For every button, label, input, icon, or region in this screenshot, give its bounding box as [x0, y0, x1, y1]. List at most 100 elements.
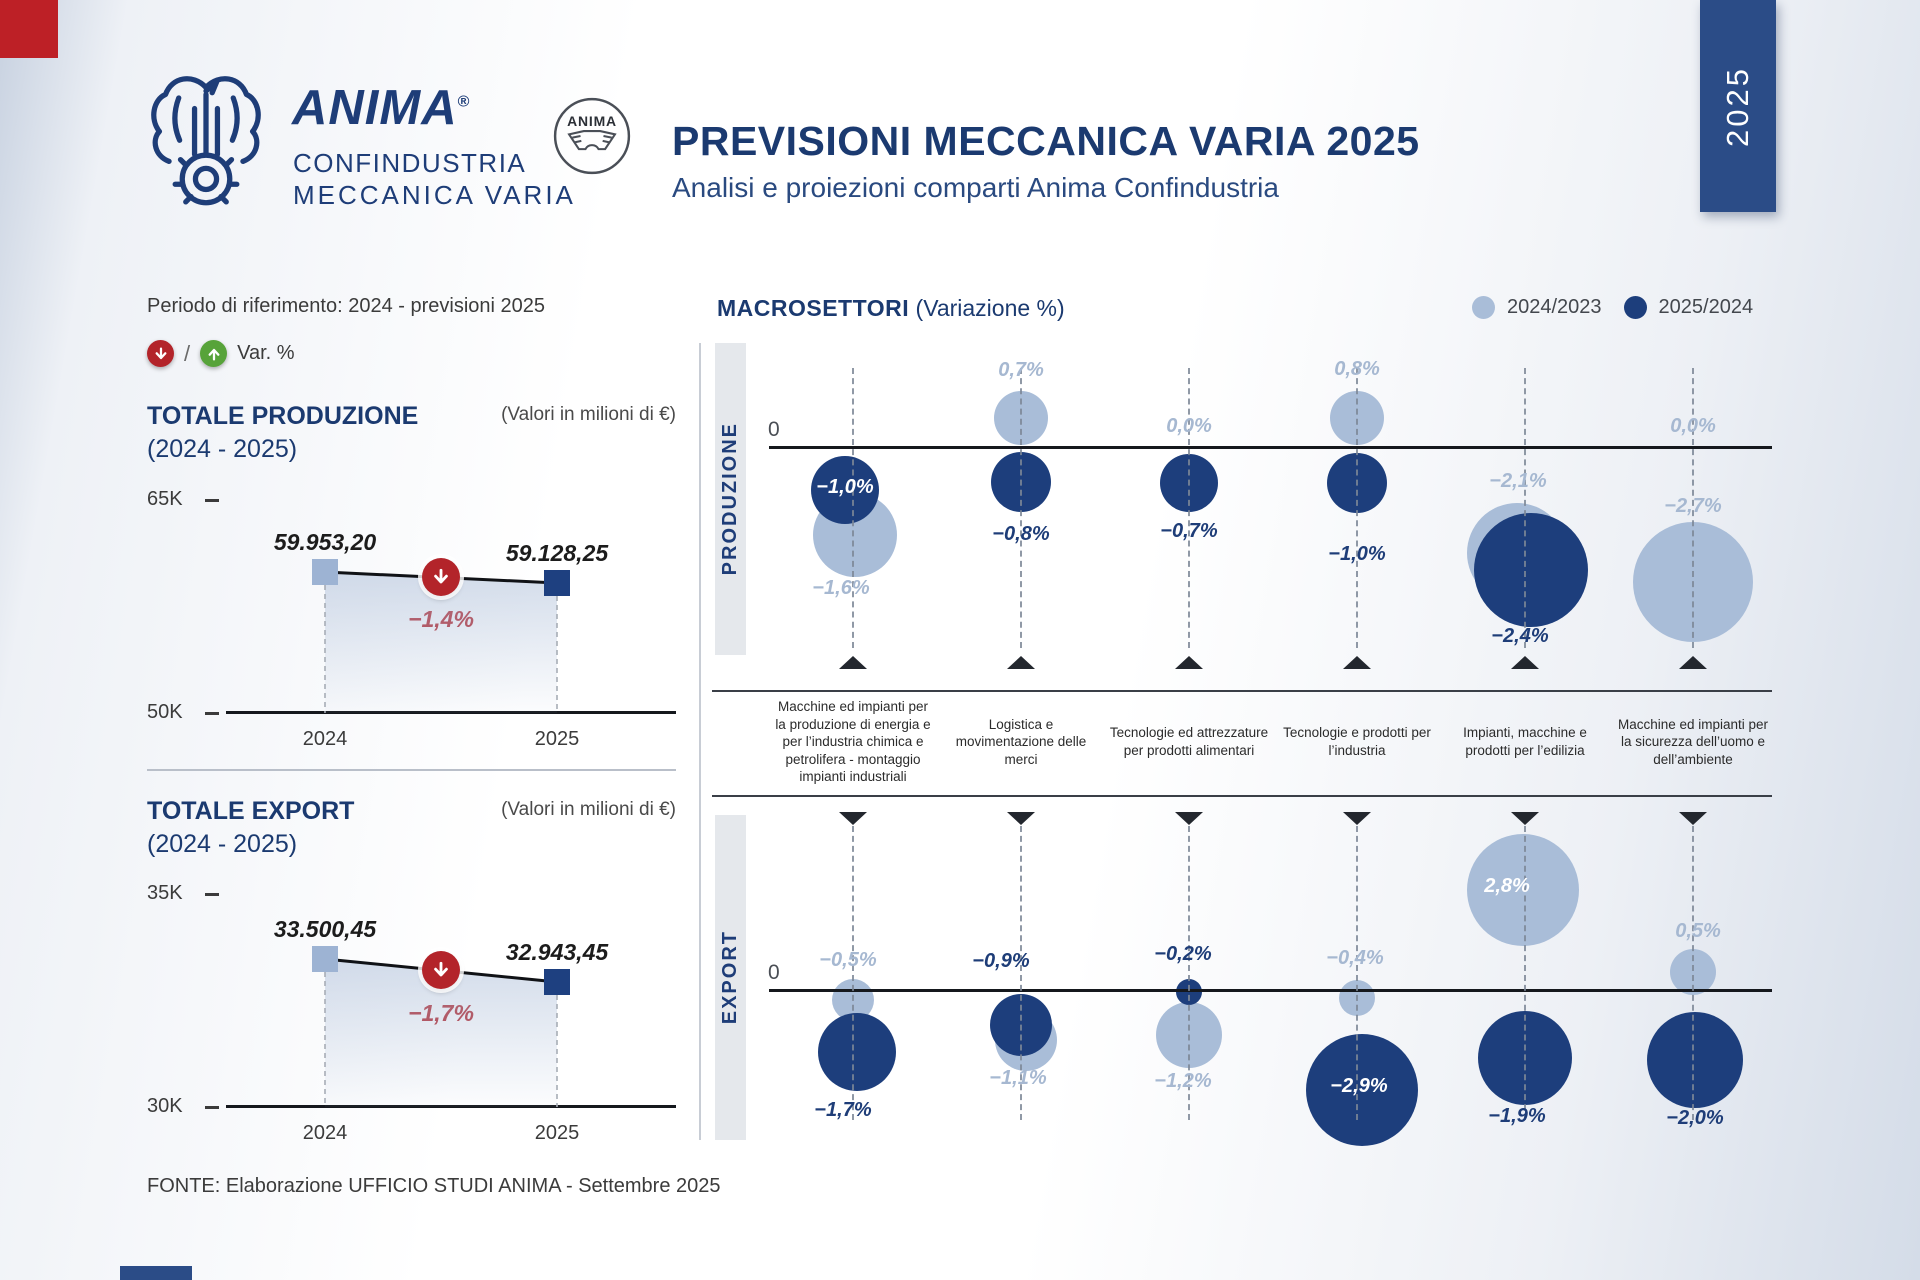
produzione-col-3-pointer	[1175, 656, 1203, 669]
registered-mark: ®	[457, 93, 471, 111]
produzione-pct-dark-1: −1,0%	[816, 476, 874, 498]
produzione-col-3-dashline	[1188, 368, 1190, 648]
produzione-zero-line	[769, 446, 1772, 449]
produzione-pct-dark-5: −2,4%	[1491, 625, 1549, 647]
legend-item-2024-2023: 2024/2023	[1472, 296, 1602, 319]
export-ytick-bottom-dash	[205, 1106, 219, 1109]
brand-wordmark: ANIMA®	[292, 80, 470, 136]
export-pct-light-3: −1,2%	[1154, 1070, 1212, 1092]
export-pct-light-2: −1,1%	[989, 1067, 1047, 1089]
export-col-6-pointer	[1679, 812, 1707, 825]
export-pct-light-6: 0,5%	[1675, 920, 1721, 942]
produzione-value-2024: 59.953,20	[273, 529, 377, 555]
macro-title-main: MACROSETTORI	[717, 295, 910, 321]
produzione-bubble-dark-1	[811, 456, 879, 524]
produzione-col-4-dashline	[1356, 368, 1358, 648]
produzione-point-2025	[544, 570, 570, 596]
year-banner: 2025	[1700, 0, 1776, 212]
produzione-xlabel-2024: 2024	[302, 728, 348, 750]
export-pct-dark-2: −0,9%	[972, 950, 1030, 972]
produzione-title: TOTALE PRODUZIONE (2024 - 2025)	[147, 400, 418, 466]
export-pct-dark-4: −2,9%	[1330, 1075, 1388, 1097]
export-bubble-dark-1	[818, 1013, 896, 1091]
export-col-2-pointer	[1007, 812, 1035, 825]
sector-band-top-line	[712, 690, 1772, 692]
produzione-bubble-dark-5	[1474, 513, 1588, 627]
produzione-pct-light-5: −2,1%	[1489, 470, 1547, 492]
produzione-pct-light-1: −1,6%	[812, 577, 870, 599]
brand-line-meccanica: MECCANICA VARIA	[293, 180, 576, 210]
brand-line-confindustria: CONFINDUSTRIA	[293, 148, 527, 178]
export-col-6-dashline	[1692, 826, 1694, 1120]
produzione-col-2-pointer	[1007, 656, 1035, 669]
produzione-decline-badge	[422, 558, 460, 596]
produzione-pct-light-3: 0,0%	[1166, 415, 1212, 437]
reference-period: Periodo di riferimento: 2024 - prevision…	[147, 295, 545, 317]
export-title: TOTALE EXPORT (2024 - 2025)	[147, 795, 354, 861]
year-banner-label: 2025	[1720, 65, 1755, 147]
page-subtitle: Analisi e proiezioni comparti Anima Conf…	[672, 172, 1279, 203]
sector-band-bottom-line	[712, 795, 1772, 797]
row-band-export: EXPORT	[715, 815, 746, 1140]
produzione-pct-dark-2: −0,8%	[992, 523, 1050, 545]
produzione-point-2024	[312, 559, 338, 585]
export-col-1-dashline	[852, 826, 854, 1120]
export-col-3-pointer	[1175, 812, 1203, 825]
produzione-col-6-dashline	[1692, 368, 1694, 648]
produzione-col-5-pointer	[1511, 656, 1539, 669]
arrow-down-icon	[147, 340, 174, 367]
produzione-pct-light-2: 0,7%	[998, 359, 1044, 381]
export-value-2024: 33.500,45	[273, 916, 377, 942]
export-xlabel-2025: 2025	[534, 1122, 580, 1144]
legend-dot-light	[1472, 296, 1495, 319]
sector-label-3: Tecnologie ed attrezzature per prodotti …	[1109, 725, 1269, 758]
macro-legend: 2024/2023 2025/2024	[1472, 296, 1753, 319]
macro-title-sub: (Variazione %)	[915, 295, 1065, 321]
export-zero-line	[769, 989, 1772, 992]
produzione-ytick-bottom: 50K	[147, 701, 183, 723]
legend-label-2024-2023: 2024/2023	[1507, 296, 1602, 318]
export-point-2024	[312, 946, 338, 972]
export-col-4-pointer	[1343, 812, 1371, 825]
export-ytick-bottom: 30K	[147, 1095, 183, 1117]
produzione-col-5-dashline	[1524, 368, 1526, 648]
produzione-col-4-pointer	[1343, 656, 1371, 669]
legend-separator: /	[184, 340, 191, 366]
export-col-5-pointer	[1511, 812, 1539, 825]
produzione-ytick-top-dash	[205, 499, 219, 502]
var-percent-legend: / Var. %	[147, 340, 295, 367]
legend-dot-dark	[1623, 296, 1647, 319]
export-point-2025	[544, 969, 570, 995]
confindustria-eagle-logo	[140, 68, 272, 216]
export-zero-label: 0	[768, 961, 780, 984]
export-decline-badge	[422, 951, 460, 989]
export-xlabel-2024: 2024	[302, 1122, 348, 1144]
export-unit-note: (Valori in milioni di €)	[501, 799, 676, 820]
produzione-ytick-top: 65K	[147, 488, 183, 510]
var-percent-label: Var. %	[237, 342, 295, 364]
page-title: PREVISIONI MECCANICA VARIA 2025	[672, 118, 1420, 164]
export-value-2025: 32.943,45	[505, 939, 609, 965]
sector-label-2: Logistica e movimentazione delle merci	[955, 716, 1087, 767]
produzione-value-2025: 59.128,25	[505, 540, 609, 566]
produzione-col-1-dashline	[852, 368, 854, 648]
sector-label-1: Macchine ed impianti per la produzione d…	[775, 699, 931, 785]
sector-label-4: Tecnologie e prodotti per l’industria	[1283, 725, 1431, 758]
produzione-unit-note: (Valori in milioni di €)	[501, 404, 676, 425]
export-ytick-top-dash	[205, 893, 219, 896]
export-pct-light-4: −0,4%	[1326, 947, 1384, 969]
source-note: FONTE: Elaborazione UFFICIO STUDI ANIMA …	[147, 1175, 721, 1197]
export-title-main: TOTALE EXPORT	[147, 797, 355, 825]
export-ytick-top: 35K	[147, 882, 183, 904]
macro-section-title: MACROSETTORI (Variazione %)	[717, 295, 1065, 322]
sector-label-6: Macchine ed impianti per la sicurezza de…	[1617, 716, 1769, 767]
export-pct-dark-1: −1,7%	[814, 1099, 872, 1121]
legend-item-2025-2024: 2025/2024	[1623, 296, 1753, 319]
produzione-xlabel-2025: 2025	[534, 728, 580, 750]
export-bubble-light-5	[1467, 834, 1579, 946]
produzione-pct-dark-6: 0,0%	[1670, 415, 1716, 437]
arrow-up-icon	[200, 340, 228, 367]
brand-name: ANIMA	[292, 81, 458, 135]
